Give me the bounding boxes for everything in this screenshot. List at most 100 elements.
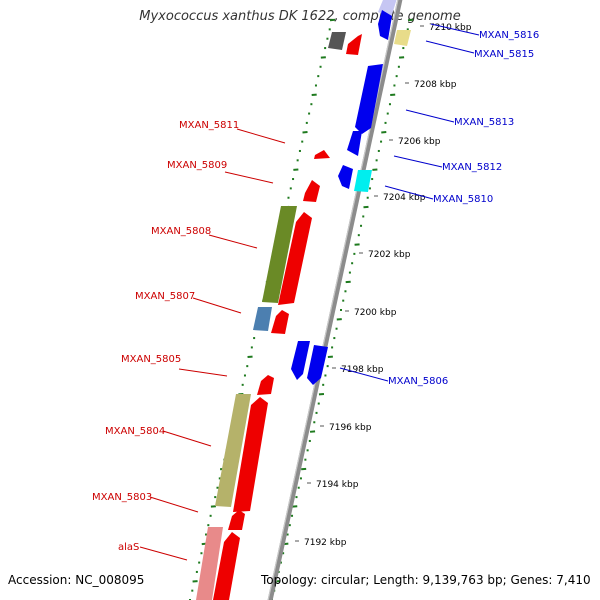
left-guide-dot: [216, 486, 219, 489]
gene-leader-line: [139, 546, 188, 561]
gene-steelblue-5807: [253, 307, 272, 331]
gene-red-5807: [271, 310, 289, 334]
right-guide-dot: [377, 149, 380, 152]
gene-blue-5812: [347, 131, 362, 156]
right-guide-dot: [315, 411, 318, 414]
gene-label: MXAN_5812: [442, 162, 502, 173]
right-guide-dot: [288, 524, 291, 527]
tick-label: 7202 kbp: [368, 250, 411, 260]
right-guide-dot: [384, 121, 387, 124]
gene-label: MXAN_5804: [105, 426, 165, 437]
gene-leader-line: [208, 234, 258, 249]
left-guide-dot: [310, 103, 313, 106]
right-guide-dot: [360, 224, 363, 227]
right-guide-dot: [317, 402, 320, 405]
right-guide-dot: [333, 337, 336, 340]
gene-leader-line: [178, 368, 228, 377]
accession-text: Accession: NC_008095: [8, 573, 145, 587]
right-guide-dot: [279, 561, 282, 564]
gene-red-5804: [233, 397, 268, 512]
gene-label: MXAN_5809: [167, 160, 227, 171]
right-guide-dot: [322, 383, 325, 386]
left-guide-dot: [253, 337, 256, 340]
gene-blue-5806a: [291, 341, 310, 380]
right-guide-dot: [368, 187, 371, 190]
gene-cyan-5810: [354, 170, 372, 192]
gene-label: MXAN_5813: [454, 117, 514, 128]
gene-grey-top: [328, 32, 346, 50]
gene-leader-line: [192, 297, 242, 314]
left-guide-dot: [308, 112, 311, 115]
left-guide-dot: [198, 561, 201, 564]
tick-label: 7192 kbp: [304, 538, 347, 548]
tick-label: 7200 kbp: [354, 308, 397, 318]
gene-leader-line: [384, 185, 434, 200]
left-guide-dot: [205, 533, 208, 536]
right-guide-dot: [304, 458, 307, 461]
right-guide-dot: [348, 271, 351, 274]
left-guide-dot: [317, 75, 320, 78]
left-guide-dot: [250, 346, 253, 349]
gene-label: MXAN_5806: [388, 376, 448, 387]
right-guide-dot: [351, 262, 354, 265]
left-guide-dot: [243, 374, 246, 377]
gene-olive-5808: [262, 206, 297, 303]
left-guide-dot: [246, 365, 249, 368]
left-guide-dot: [241, 383, 244, 386]
left-guide-dot: [305, 121, 308, 124]
gene-label: alaS: [118, 542, 139, 553]
tick-label: 7196 kbp: [329, 423, 372, 433]
gene-leader-line: [236, 128, 286, 144]
left-guide-dot: [218, 477, 221, 480]
topology-text: Topology: circular; Length: 9,139,763 bp…: [261, 573, 591, 587]
gene-label: MXAN_5811: [179, 120, 239, 131]
right-guide-dot: [380, 140, 383, 143]
left-guide-dot: [298, 149, 301, 152]
right-guide-dot: [371, 178, 374, 181]
right-guide-dot: [286, 533, 289, 536]
right-guide-dot: [386, 112, 389, 115]
tick-label: 7204 kbp: [383, 193, 426, 203]
gene-label: MXAN_5810: [433, 194, 493, 205]
gene-leader-line: [425, 40, 475, 54]
right-guide-dot: [297, 486, 300, 489]
left-guide-dot: [207, 524, 210, 527]
gene-red-5803: [228, 510, 245, 530]
gene-pink-alaS: [196, 527, 223, 600]
tick-label: 7198 kbp: [341, 365, 384, 375]
right-guide-dot: [291, 514, 294, 517]
right-guide-dot: [331, 346, 334, 349]
gene-label: MXAN_5816: [479, 30, 539, 41]
gene-blue-5816: [378, 10, 392, 40]
gene-yellow-5815: [394, 30, 411, 46]
gene-label: MXAN_5807: [135, 291, 195, 302]
right-guide-dot: [362, 215, 365, 218]
gene-label: MXAN_5805: [121, 354, 181, 365]
gene-red-5811: [314, 150, 330, 159]
right-guide-dot: [393, 84, 396, 87]
right-guide-dot: [397, 65, 400, 68]
right-guide-dot: [308, 439, 311, 442]
right-guide-dot: [406, 28, 409, 31]
gene-khaki-5804: [215, 394, 251, 507]
left-guide-dot: [328, 28, 331, 31]
right-guide-dot: [282, 552, 285, 555]
gene-red-top: [346, 34, 362, 55]
left-guide-dot: [292, 178, 295, 181]
right-guide-dot: [402, 47, 405, 50]
gene-red-5809: [303, 180, 320, 202]
right-guide-dot: [395, 75, 398, 78]
right-guide-dot: [357, 234, 360, 237]
left-guide-dot: [209, 514, 212, 517]
gene-blue-5813: [355, 64, 383, 134]
gene-red-alaS: [213, 532, 240, 600]
tick-label: 7206 kbp: [398, 137, 441, 147]
right-guide-dot: [340, 309, 342, 311]
left-guide-dot: [191, 589, 194, 592]
right-guide-dot: [375, 159, 378, 162]
gene-label: MXAN_5803: [92, 492, 152, 503]
left-guide-dot: [326, 37, 329, 40]
right-guide-dot: [353, 252, 356, 255]
left-guide-dot: [287, 196, 290, 199]
gene-label: MXAN_5808: [151, 226, 211, 237]
